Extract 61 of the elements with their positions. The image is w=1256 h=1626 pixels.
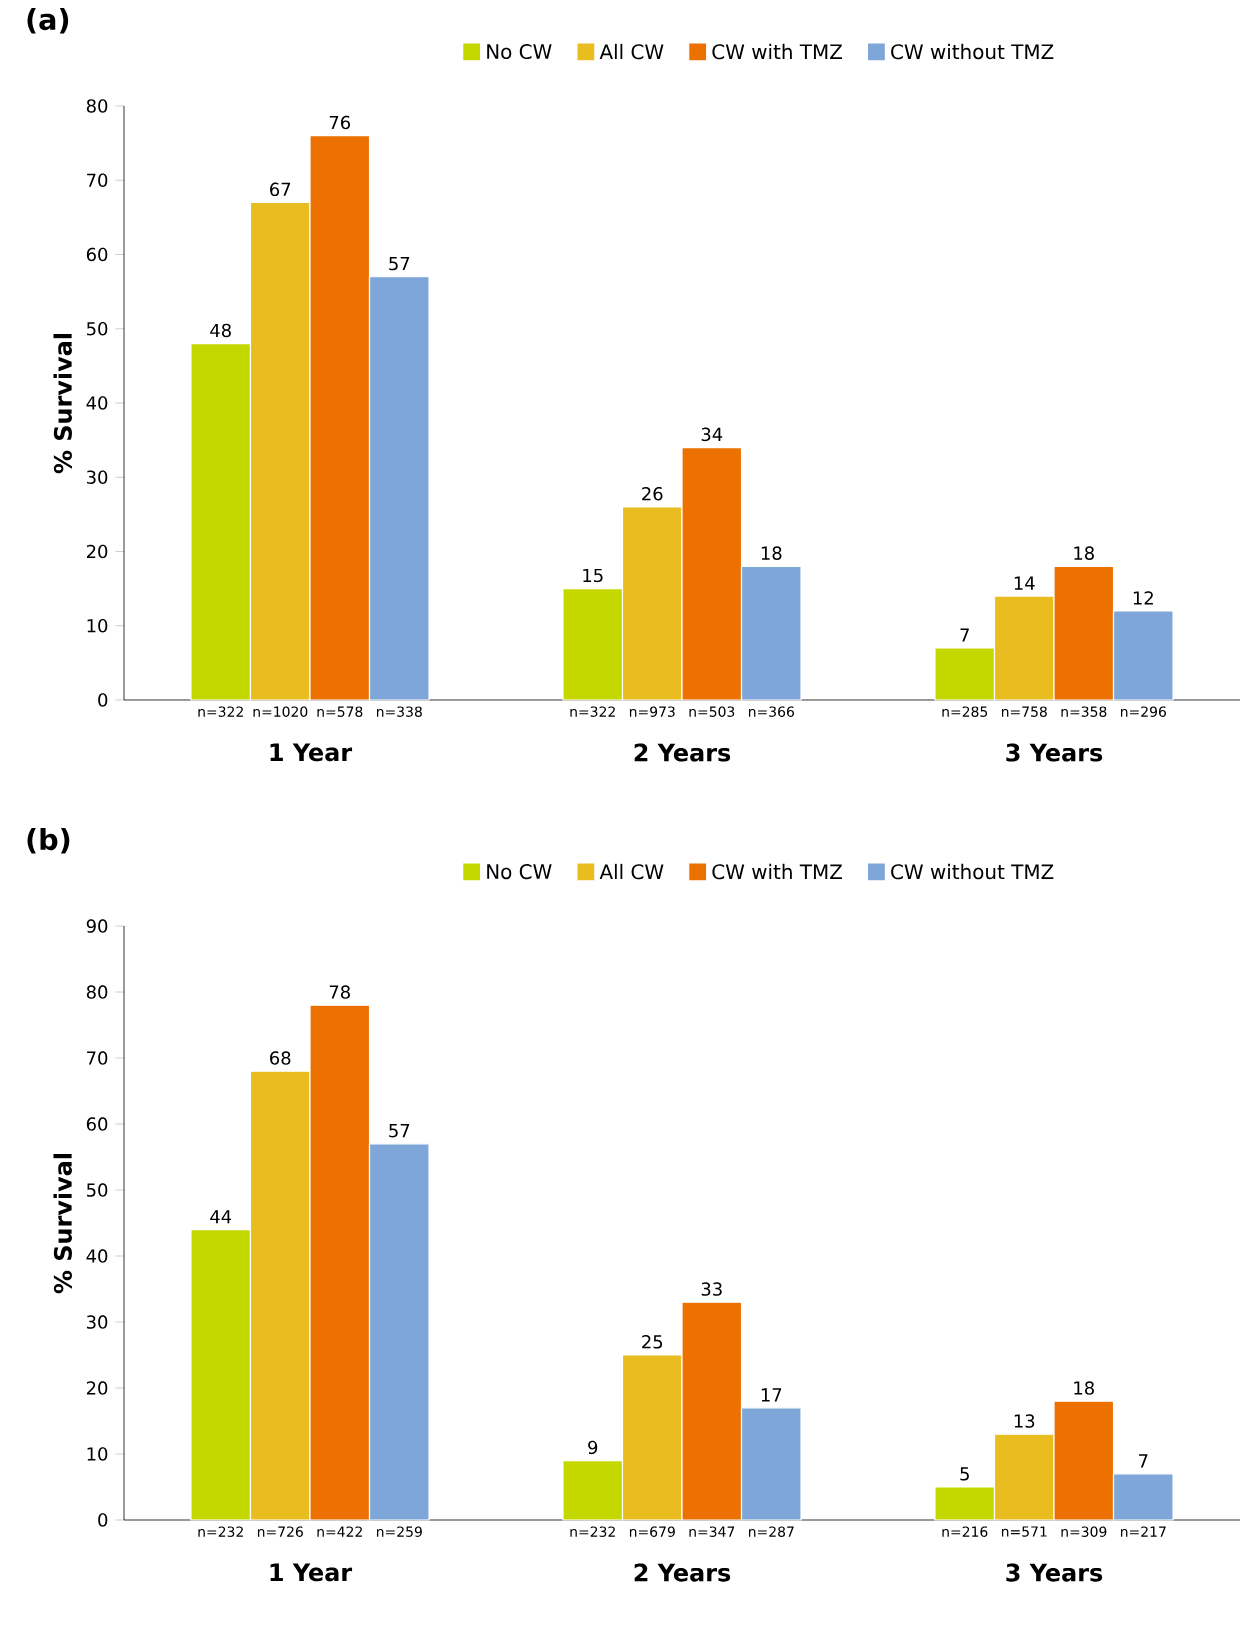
legend-label: No CW (487, 864, 552, 880)
data-label: 25 (642, 1335, 663, 1349)
y-tick-label: 40 (86, 396, 108, 410)
legend-label: CW without TMZ (891, 863, 1054, 880)
y-tick-label: 50 (87, 1183, 108, 1197)
data-label: 12 (1133, 591, 1153, 605)
y-tick-label: 0 (98, 1513, 108, 1527)
data-label: 18 (1074, 1381, 1094, 1395)
data-label: 15 (583, 568, 603, 583)
y-tick-label: 80 (86, 99, 108, 113)
y-tick-label: 20 (86, 1381, 108, 1395)
y-axis-title: % Survival (53, 333, 72, 474)
legend-label: CW with TMZ (712, 43, 842, 60)
legend-label: No CW (487, 44, 552, 60)
data-label: 57 (389, 257, 410, 271)
legend-label: CW with TMZ (712, 863, 842, 880)
x-tick-label: 3 Years (1006, 1563, 1103, 1582)
data-label: 57 (389, 1124, 410, 1138)
data-label: 78 (329, 985, 350, 999)
data-label: 13 (1014, 1414, 1035, 1428)
chart-title: (b) (27, 828, 70, 854)
y-tick-label: 40 (86, 1249, 108, 1263)
legend-label: CW without TMZ (891, 43, 1054, 60)
y-axis-title: % Survival (53, 1154, 72, 1294)
y-tick-label: 90 (86, 919, 108, 933)
data-label: 5 (960, 1467, 969, 1481)
y-tick-label: 60 (86, 1117, 108, 1131)
x-tick-label: 3 Years (1006, 743, 1103, 762)
legend-label: All CW (599, 43, 664, 60)
data-label: 34 (701, 427, 723, 442)
data-label: 7 (1139, 1454, 1148, 1468)
data-label: 26 (642, 486, 663, 501)
data-label: 18 (1074, 546, 1094, 560)
legend-label: All CW (599, 863, 664, 880)
data-label: 76 (329, 115, 351, 130)
y-tick-label: 0 (98, 693, 108, 707)
y-tick-label: 30 (87, 1315, 108, 1329)
y-tick-label: 80 (86, 985, 108, 999)
y-tick-label: 10 (87, 1447, 108, 1461)
data-label: 33 (701, 1282, 722, 1296)
y-tick-label: 70 (87, 173, 108, 188)
x-tick-label: 2 Years (634, 1563, 731, 1582)
x-tick-label: 2 Years (634, 743, 731, 762)
data-label: 67 (270, 182, 291, 197)
data-label: 14 (1014, 576, 1035, 590)
y-tick-label: 50 (87, 321, 108, 336)
data-label: 48 (210, 323, 231, 338)
data-label: 17 (761, 1388, 782, 1402)
y-tick-label: 70 (87, 1051, 108, 1065)
x-tick-label: 1 Year (270, 1563, 353, 1582)
data-label: 9 (588, 1440, 598, 1455)
data-label: 18 (761, 546, 782, 560)
data-label: 44 (210, 1210, 232, 1224)
y-tick-label: 20 (86, 544, 108, 559)
y-tick-label: 60 (86, 247, 108, 262)
data-label: 7 (960, 628, 969, 642)
chart-title: (a) (27, 7, 69, 34)
x-tick-label: 1 Year (270, 743, 353, 762)
data-label: 68 (270, 1051, 291, 1065)
y-tick-label: 10 (87, 618, 108, 633)
y-tick-label: 30 (87, 470, 108, 485)
